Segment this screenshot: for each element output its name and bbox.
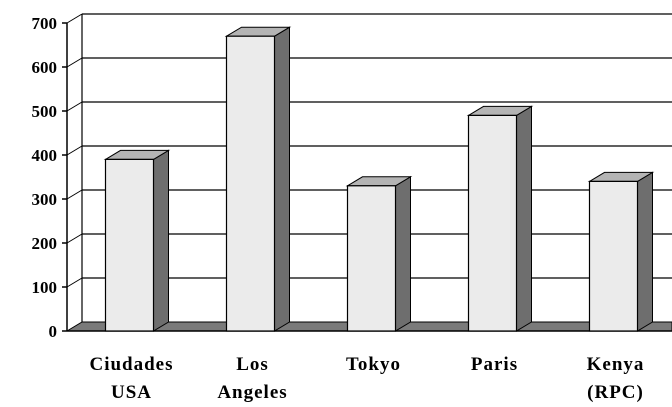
bar-front xyxy=(104,158,155,332)
bar-front xyxy=(346,185,397,332)
bar-front xyxy=(588,180,639,332)
gridline-side xyxy=(66,57,83,68)
y-tick-label: 500 xyxy=(32,102,58,121)
gridline-side xyxy=(66,189,83,200)
bar-front xyxy=(467,114,518,332)
y-tick-label: 700 xyxy=(32,14,58,33)
x-category-labels: Ciudades USA Los Angeles Tokyo Paris Kenya (RPC… xyxy=(89,354,645,403)
x-category-label: Angeles xyxy=(217,382,287,403)
bar-side xyxy=(153,149,169,332)
gridline-side xyxy=(66,277,83,288)
bar xyxy=(345,175,413,332)
bar-side xyxy=(274,26,290,332)
bar xyxy=(587,171,655,332)
y-tick-label: 400 xyxy=(32,146,58,165)
x-category-label: Los xyxy=(236,354,269,375)
bar xyxy=(103,149,171,332)
y-tick-label: 600 xyxy=(32,58,58,77)
y-tick-label: 0 xyxy=(49,322,58,341)
x-category-label: Paris xyxy=(471,354,518,375)
bars xyxy=(103,26,655,332)
gridline-side xyxy=(66,13,83,24)
y-tick-label: 300 xyxy=(32,190,58,209)
x-category-label: USA xyxy=(111,382,152,403)
gridline-side xyxy=(66,233,83,244)
y-tick-label: 200 xyxy=(32,234,58,253)
x-category-label: Ciudades xyxy=(89,354,173,375)
bar-front xyxy=(225,35,276,332)
bar-side xyxy=(516,105,532,332)
y-tick-labels: 0 100 200 300 400 500 600 700 xyxy=(32,14,58,341)
bar-side xyxy=(637,171,653,332)
gridline-side xyxy=(66,145,83,156)
x-category-label: Kenya xyxy=(587,354,645,375)
y-tick-label: 100 xyxy=(32,278,58,297)
x-category-label: Tokyo xyxy=(346,354,401,375)
bar-side xyxy=(395,175,411,332)
bar xyxy=(224,26,292,332)
gridline-side xyxy=(66,101,83,112)
bar xyxy=(466,105,534,332)
x-category-label: (RPC) xyxy=(587,382,644,403)
